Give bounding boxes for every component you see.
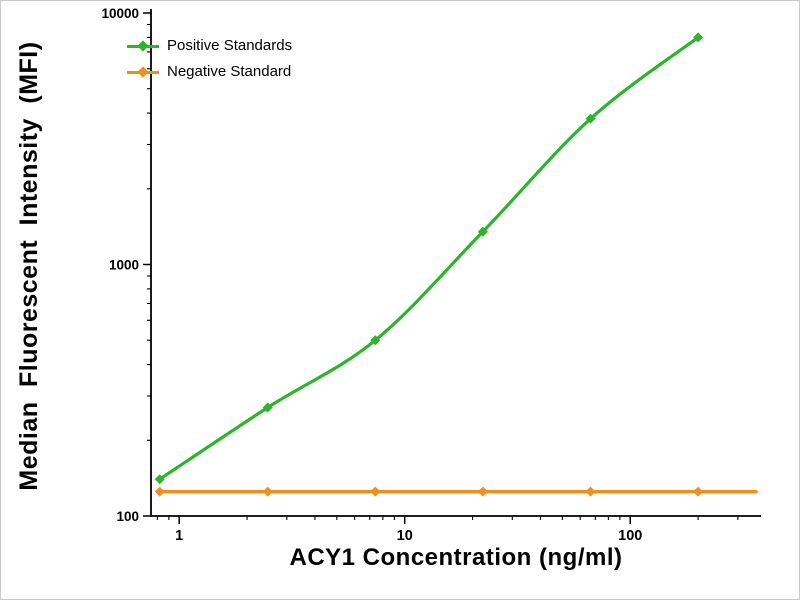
svg-text:10: 10 <box>397 528 413 544</box>
x-axis-label: ACY1 Concentration (ng/ml) <box>289 544 623 571</box>
legend-label: Negative Standard <box>167 63 292 80</box>
svg-text:1: 1 <box>175 528 183 544</box>
negative-series-marker-icon <box>127 65 159 78</box>
legend: Positive Standards Negative Standard <box>127 37 292 80</box>
positive-series-marker-icon <box>127 39 159 52</box>
svg-text:100: 100 <box>618 528 642 544</box>
legend-item-negative-standard: Negative Standard <box>127 63 292 80</box>
svg-text:100: 100 <box>116 509 139 524</box>
svg-text:10000: 10000 <box>101 6 139 21</box>
legend-label: Positive Standards <box>167 37 293 54</box>
svg-text:1000: 1000 <box>109 258 139 273</box>
y-axis-label: Median Fluorescent Intensity (MFI) <box>15 41 43 491</box>
legend-item-positive-standards: Positive Standards <box>127 37 292 54</box>
